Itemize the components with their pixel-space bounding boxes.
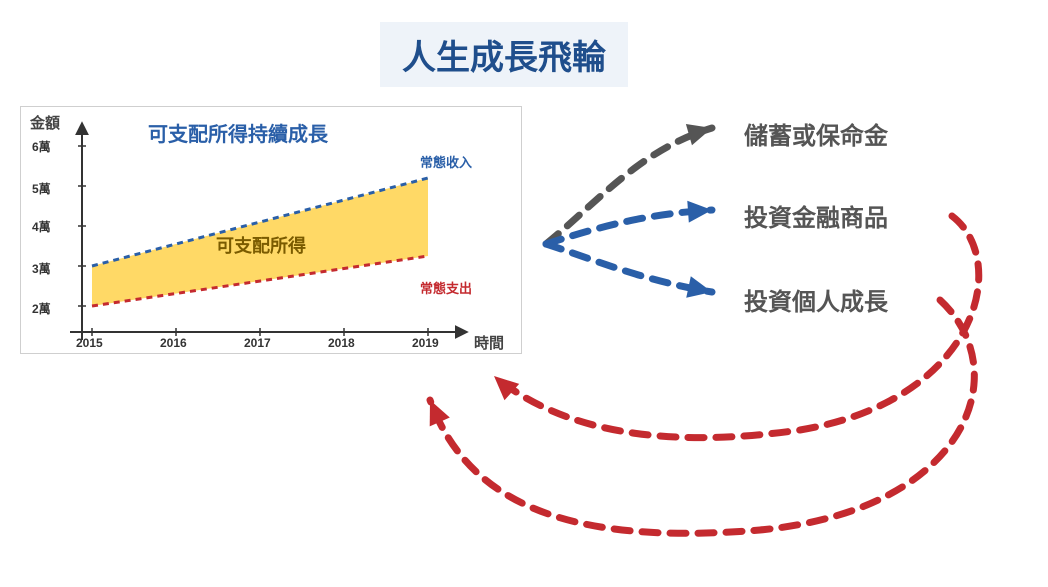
arrowhead-finance (687, 199, 712, 223)
arrowhead-personal (686, 276, 714, 303)
arrowhead-savings (686, 117, 715, 145)
expense-series-label: 常態支出 (420, 278, 472, 297)
y-tick-0: 2萬 (32, 300, 51, 317)
x-tick-2: 2017 (244, 336, 271, 350)
x-tick-1: 2016 (160, 336, 187, 350)
x-tick-4: 2019 (412, 336, 439, 350)
area-label: 可支配所得 (216, 232, 306, 258)
arrowhead-fb-personal (420, 396, 450, 427)
output-savings: 儲蓄或保命金 (744, 116, 888, 151)
output-finance: 投資金融商品 (744, 198, 888, 233)
y-tick-4: 6萬 (32, 138, 51, 155)
income-series-label: 常態收入 (420, 152, 472, 171)
page-title: 人生成長飛輪 (380, 22, 628, 87)
arrow-to-personal (546, 244, 712, 292)
arrow-to-savings (546, 128, 712, 244)
y-axis-label: 金額 (30, 112, 60, 133)
arrow-from-finance (494, 216, 979, 438)
y-tick-2: 4萬 (32, 218, 51, 235)
y-tick-3: 5萬 (32, 180, 51, 197)
y-tick-1: 3萬 (32, 260, 51, 277)
x-tick-0: 2015 (76, 336, 103, 350)
x-tick-3: 2018 (328, 336, 355, 350)
x-axis-label: 時間 (474, 332, 504, 353)
output-personal: 投資個人成長 (744, 282, 888, 317)
chart-title: 可支配所得持續成長 (148, 118, 328, 147)
arrowhead-fb-finance (487, 368, 520, 400)
arrow-to-finance (546, 210, 712, 244)
